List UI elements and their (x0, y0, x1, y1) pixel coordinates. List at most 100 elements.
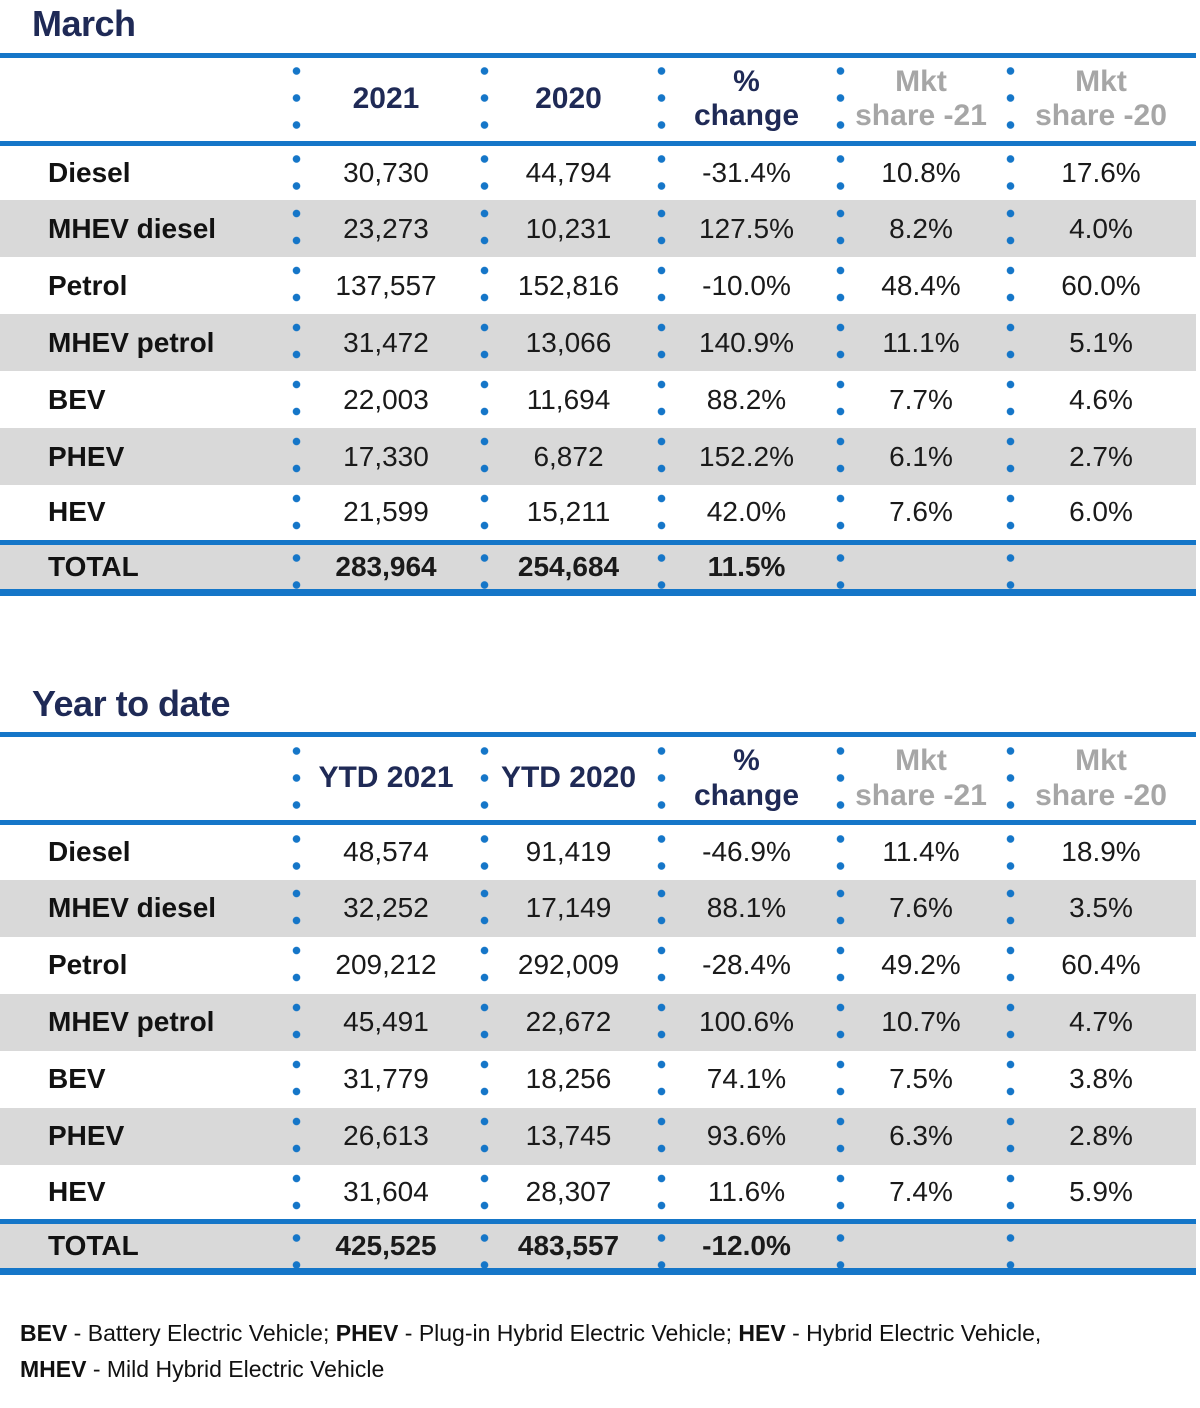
row-label: TOTAL (0, 542, 292, 593)
col-header-2020: 2020 (480, 55, 657, 144)
cell-2021: 17,330 (292, 428, 480, 486)
footnote-term: HEV (738, 1320, 786, 1347)
cell-pct-change: -12.0% (657, 1221, 836, 1272)
row-label: HEV (48, 496, 106, 528)
cell-2020: 11,694 (480, 371, 657, 429)
cell-mkt-share-21: 8.2% (836, 200, 1006, 258)
ytd-table: YTD 2021 YTD 2020 % change Mkt share -21… (0, 732, 1196, 1275)
cell-mkt-share-21: 11.1% (836, 314, 1006, 372)
cell-pct-change: 42.0% (657, 485, 836, 543)
row-hev: HEV 31,604 28,307 11.6% 7.4% 5.9% (0, 1164, 1196, 1222)
cell-2020: 292,009 (480, 936, 657, 994)
cell-2020: 10,231 (480, 200, 657, 258)
cell-2020: 22,672 (480, 993, 657, 1051)
cell-pct-change: -28.4% (657, 936, 836, 994)
row-label: Petrol (48, 949, 128, 981)
row-label: BEV (48, 383, 106, 415)
cell-mkt-share-21: 7.4% (836, 1164, 1006, 1222)
cell-pct-change: 74.1% (657, 1050, 836, 1108)
row-mhev-diesel: MHEV diesel 32,252 17,149 88.1% 7.6% 3.5… (0, 879, 1196, 937)
cell-2020: 28,307 (480, 1164, 657, 1222)
cell-mkt-share-21: 6.3% (836, 1107, 1006, 1165)
row-label: Diesel (48, 156, 131, 188)
row-mhev-petrol: MHEV petrol 31,472 13,066 140.9% 11.1% 5… (0, 314, 1196, 372)
cell-mkt-share-20: 60.0% (1006, 257, 1196, 315)
row-phev: PHEV 26,613 13,745 93.6% 6.3% 2.8% (0, 1107, 1196, 1165)
col-header-mkt-share-20: Mkt share -20 (1006, 55, 1196, 144)
row-diesel: Diesel 48,574 91,419 -46.9% 11.4% 18.9% (0, 822, 1196, 880)
cell-2020: 44,794 (480, 143, 657, 201)
cell-mkt-share-20: 60.4% (1006, 936, 1196, 994)
row-label: TOTAL (0, 1221, 292, 1272)
ytd-header-row: YTD 2021 YTD 2020 % change Mkt share -21… (0, 734, 1196, 823)
cell-pct-change: 88.1% (657, 879, 836, 937)
cell-2020: 17,149 (480, 879, 657, 937)
footnote-definition: - Plug-in Hybrid Electric Vehicle; (398, 1320, 739, 1347)
cell-2021: 283,964 (292, 542, 480, 593)
ytd-title: Year to date (32, 682, 231, 724)
cell-2020: 91,419 (480, 822, 657, 880)
col-header-ytd-2021: YTD 2021 (292, 734, 480, 823)
cell-2020: 483,557 (480, 1221, 657, 1272)
cell-2020: 15,211 (480, 485, 657, 543)
footnote-line-2: MHEV - Mild Hybrid Electric Vehicle (20, 1351, 1200, 1387)
cell-mkt-share-20: 18.9% (1006, 822, 1196, 880)
row-total: TOTAL 425,525 483,557 -12.0% (0, 1221, 1196, 1272)
row-phev: PHEV 17,330 6,872 152.2% 6.1% 2.7% (0, 428, 1196, 486)
footnote: BEV - Battery Electric Vehicle; PHEV - P… (20, 1315, 1200, 1387)
cell-mkt-share-21: 7.6% (836, 879, 1006, 937)
cell-2021: 30,730 (292, 143, 480, 201)
cell-mkt-share-20: 2.8% (1006, 1107, 1196, 1165)
cell-mkt-share-20: 6.0% (1006, 485, 1196, 543)
cell-pct-change: -31.4% (657, 143, 836, 201)
col-header-mkt-share-21: Mkt share -21 (836, 55, 1006, 144)
cell-2021: 22,003 (292, 371, 480, 429)
cell-mkt-share-21: 7.5% (836, 1050, 1006, 1108)
cell-mkt-share-21: 7.6% (836, 485, 1006, 543)
cell-pct-change: 100.6% (657, 993, 836, 1051)
footnote-definition: - Mild Hybrid Electric Vehicle (86, 1356, 385, 1383)
cell-2020: 13,745 (480, 1107, 657, 1165)
cell-mkt-share-20: 5.1% (1006, 314, 1196, 372)
footnote-term: MHEV (20, 1356, 87, 1383)
cell-2021: 45,491 (292, 993, 480, 1051)
footnote-definition: - Battery Electric Vehicle; (67, 1320, 336, 1347)
cell-mkt-share-21: 7.7% (836, 371, 1006, 429)
cell-2021: 31,779 (292, 1050, 480, 1108)
cell-2020: 152,816 (480, 257, 657, 315)
cell-mkt-share-21: 6.1% (836, 428, 1006, 486)
cell-pct-change: 11.6% (657, 1164, 836, 1222)
cell-2021: 31,604 (292, 1164, 480, 1222)
cell-pct-change: 88.2% (657, 371, 836, 429)
cell-mkt-share-21: 11.4% (836, 822, 1006, 880)
cell-mkt-share-20: 4.7% (1006, 993, 1196, 1051)
cell-mkt-share-20: 4.0% (1006, 200, 1196, 258)
cell-pct-change: -10.0% (657, 257, 836, 315)
row-label: BEV (48, 1063, 106, 1095)
row-bev: BEV 31,779 18,256 74.1% 7.5% 3.8% (0, 1050, 1196, 1108)
cell-mkt-share-20 (1006, 1221, 1196, 1272)
cell-mkt-share-20 (1006, 542, 1196, 593)
col-header-pct-change: % change (657, 734, 836, 823)
cell-2021: 31,472 (292, 314, 480, 372)
cell-mkt-share-20: 2.7% (1006, 428, 1196, 486)
row-label: Diesel (48, 836, 131, 868)
cell-pct-change: 93.6% (657, 1107, 836, 1165)
row-hev: HEV 21,599 15,211 42.0% 7.6% 6.0% (0, 485, 1196, 543)
row-label: PHEV (0, 1107, 292, 1165)
col-header-blank (0, 735, 292, 823)
row-label: PHEV (0, 428, 292, 486)
march-table: 2021 2020 % change Mkt share -21 Mkt sha… (0, 53, 1196, 596)
cell-pct-change: 127.5% (657, 200, 836, 258)
col-header-2021: 2021 (292, 55, 480, 144)
row-label: Petrol (48, 269, 128, 301)
cell-mkt-share-20: 3.8% (1006, 1050, 1196, 1108)
col-header-ytd-2020: YTD 2020 (480, 734, 657, 823)
cell-2021: 48,574 (292, 822, 480, 880)
cell-pct-change: 11.5% (657, 542, 836, 593)
row-mhev-petrol: MHEV petrol 45,491 22,672 100.6% 10.7% 4… (0, 993, 1196, 1051)
row-petrol: Petrol 209,212 292,009 -28.4% 49.2% 60.4… (0, 936, 1196, 994)
cell-2021: 21,599 (292, 485, 480, 543)
cell-2021: 32,252 (292, 879, 480, 937)
